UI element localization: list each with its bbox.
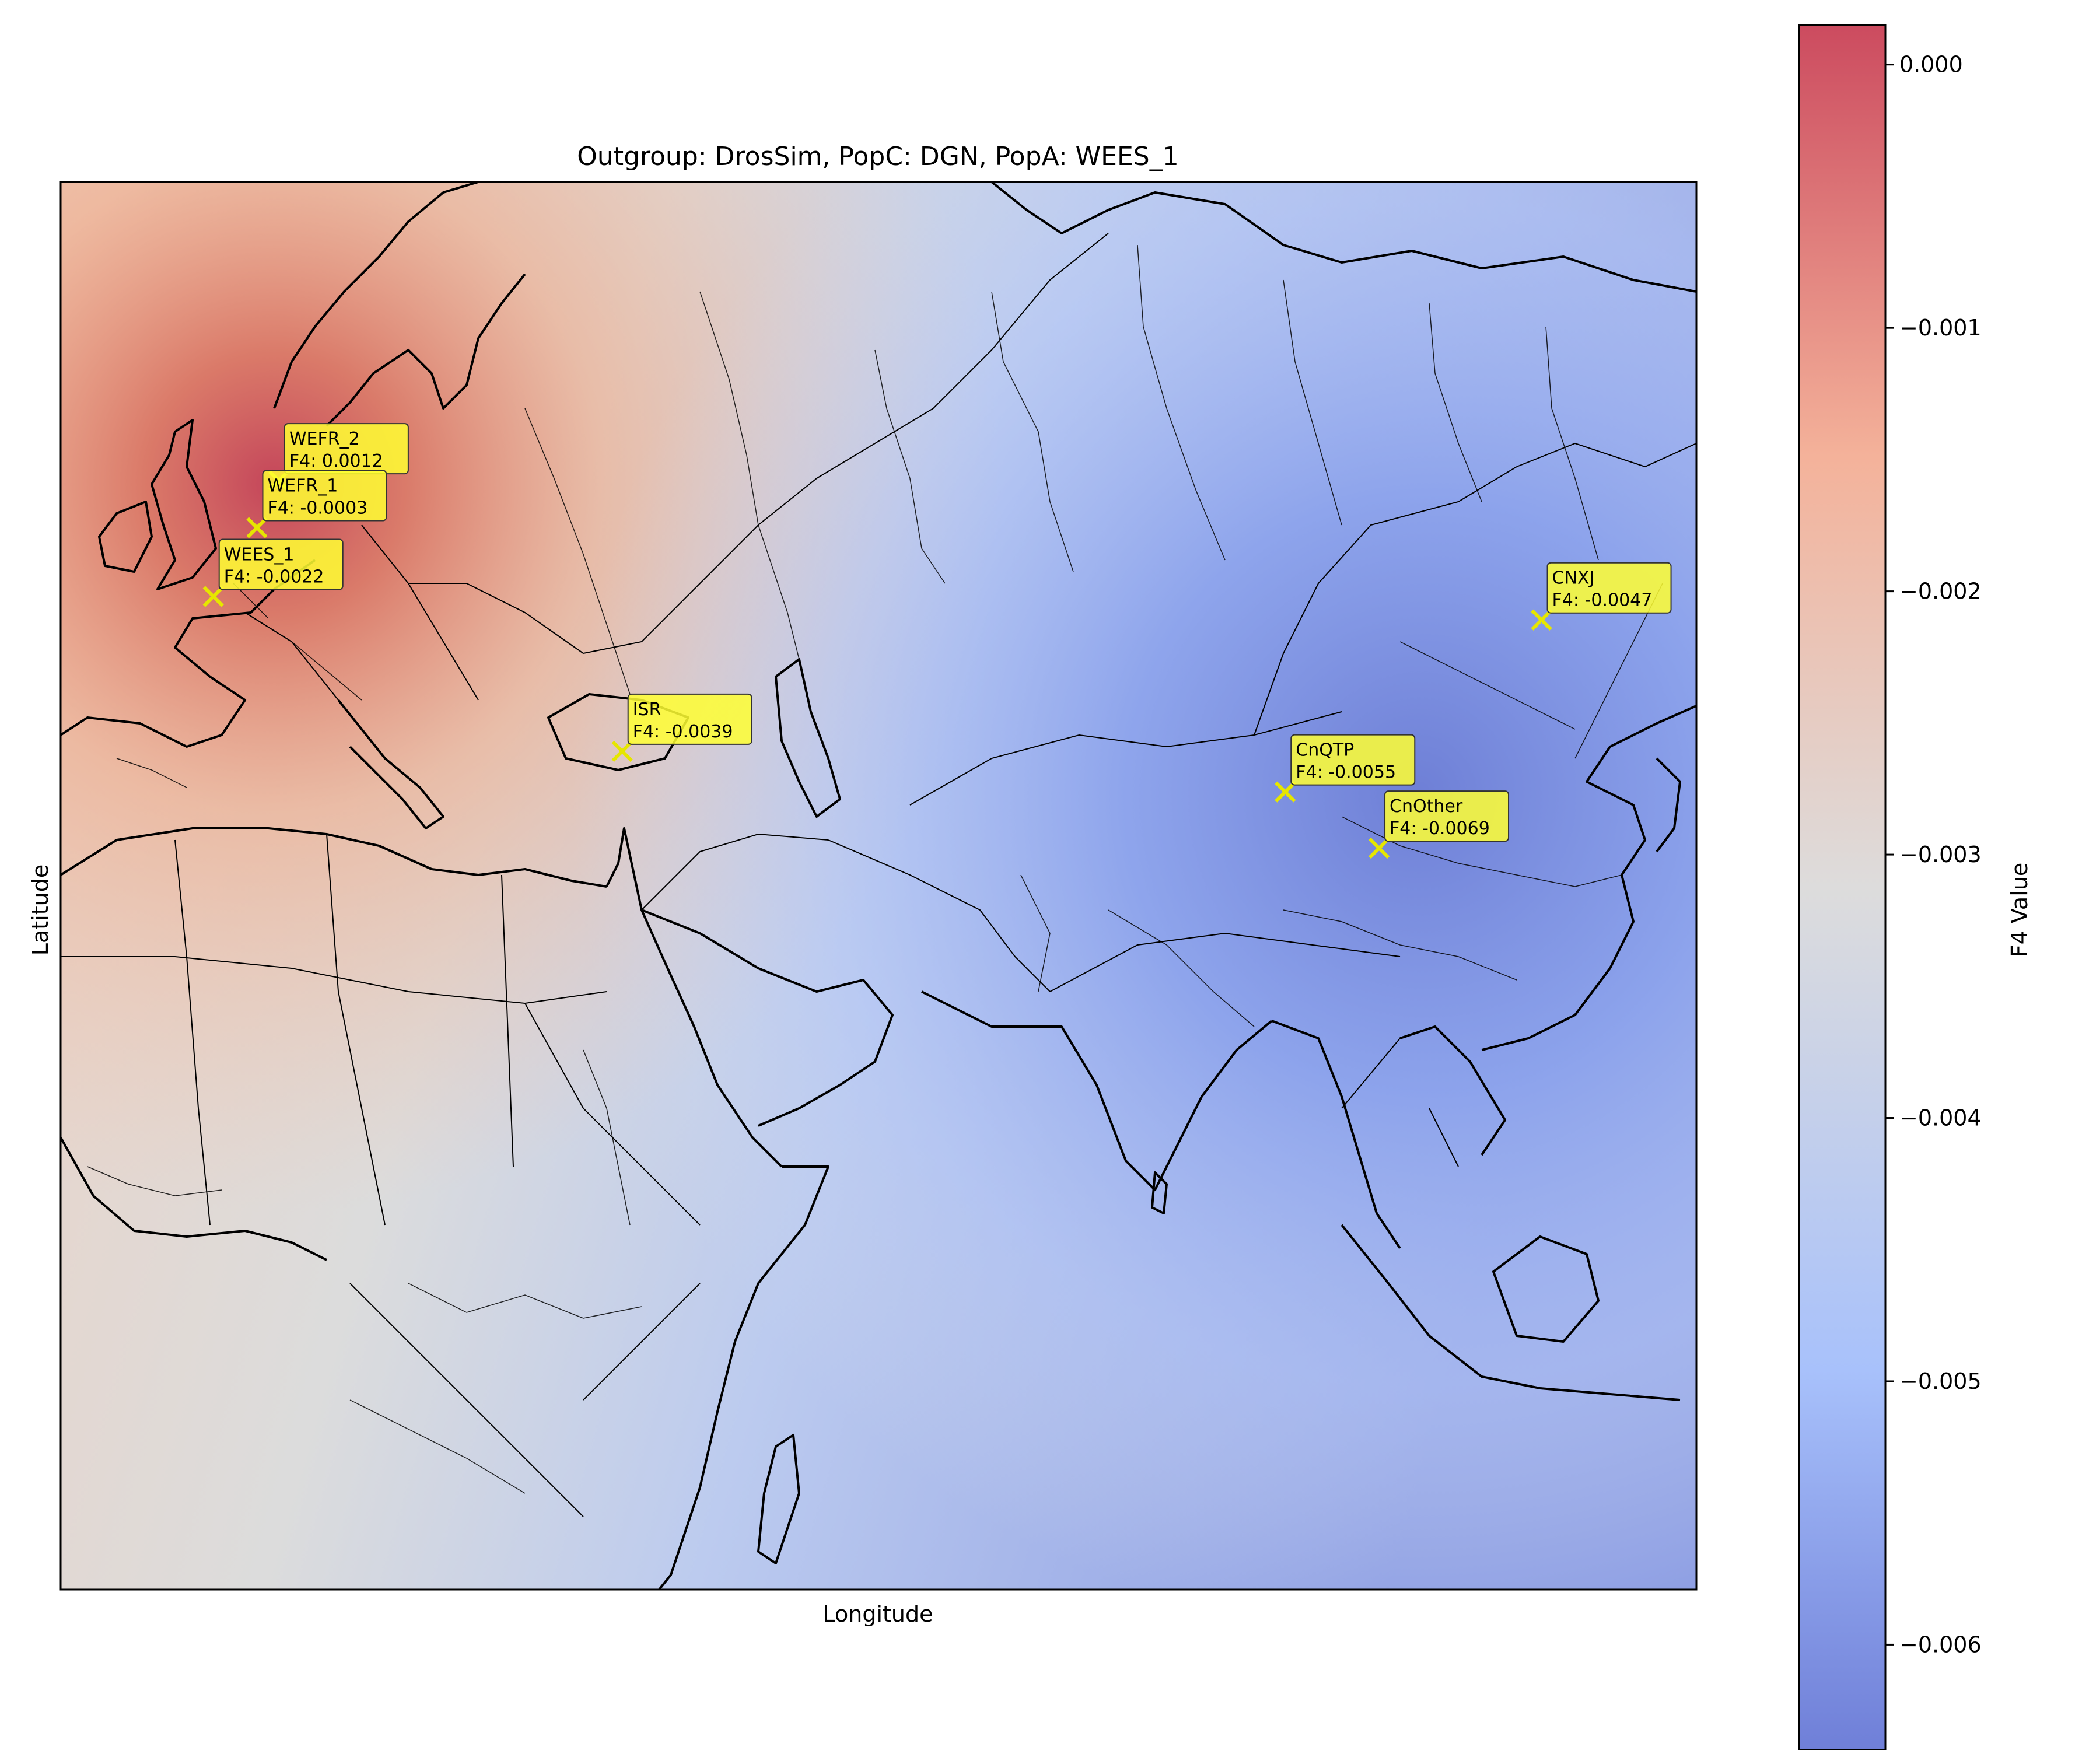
population-name: WEFR_2	[289, 429, 360, 449]
population-name: ISR	[633, 699, 662, 720]
coastline-levant-redsea	[606, 827, 783, 1168]
colorbar-tick-label: −0.001	[1899, 315, 1982, 341]
population-f4-value: F4: -0.0039	[633, 722, 733, 742]
coastline-sri-lanka	[1151, 1171, 1168, 1214]
colorbar-label: F4 Value	[2007, 863, 2032, 957]
y-axis-label: Latitude	[27, 864, 53, 956]
marker-cross	[202, 586, 224, 607]
population-marker-wees[interactable]: WEES_1F4: -0.0022	[202, 538, 344, 607]
coastline-great-britain	[150, 419, 217, 590]
coastline-india	[921, 991, 1273, 1191]
coastlines	[61, 182, 1696, 1590]
colorbar-tick-label: −0.004	[1899, 1105, 1982, 1131]
map-title: Outgroup: DrosSim, PopC: DGN, PopA: WEES…	[577, 142, 1178, 172]
population-label-box	[1384, 790, 1510, 842]
colorbar-tick-label: 0.000	[1899, 52, 1963, 78]
population-label-box	[1290, 734, 1416, 786]
coastline-ireland	[98, 501, 153, 573]
population-name: WEES_1	[224, 544, 295, 565]
population-label-box	[262, 470, 387, 522]
x-axis-label: Longitude	[823, 1601, 933, 1627]
colorbar: 0.000 −0.001 −0.002 −0.003 −0.004 −0.005 −0.00…	[1798, 24, 2032, 1750]
population-f4-value: F4: -0.0055	[1296, 762, 1396, 783]
coastline-southeast-asia	[1271, 1020, 1506, 1250]
coastline-china	[1481, 705, 1696, 1051]
coastline-madagascar	[757, 1434, 800, 1564]
colorbar-tick-label: −0.005	[1899, 1368, 1982, 1394]
colorbar-tick-label: −0.006	[1899, 1632, 1982, 1657]
map-frame	[60, 181, 1698, 1591]
population-f4-value: F4: -0.0047	[1552, 590, 1653, 611]
coastline-scandinavia	[273, 182, 526, 427]
coastline-west-africa	[61, 1137, 327, 1261]
marker-cross	[246, 517, 268, 538]
coastline-iberia-france	[61, 559, 316, 748]
population-label-box	[1546, 562, 1672, 614]
colorbar-tick-label: −0.003	[1899, 842, 1982, 867]
coastline-italy	[337, 699, 444, 830]
colorbar-gradient	[1799, 25, 1885, 1750]
coastline-caspian	[775, 658, 841, 818]
population-f4-value: F4: -0.0069	[1390, 818, 1490, 839]
marker-cross	[1368, 838, 1390, 859]
coastline-korea	[1656, 757, 1681, 853]
marker-cross	[1275, 781, 1296, 803]
colorbar-frame	[1798, 24, 1887, 1750]
population-label-box	[627, 693, 752, 745]
f4-heatmap-low	[61, 182, 1696, 1590]
coastline-sumatra-java	[1340, 1224, 1681, 1401]
colorbar-tick-label: −0.002	[1899, 579, 1982, 604]
marker-cross	[611, 740, 633, 762]
population-name: WEFR_1	[267, 476, 338, 496]
coastline-arctic	[991, 182, 1696, 293]
population-name: CnOther	[1390, 796, 1463, 817]
population-f4-value: F4: -0.0022	[224, 566, 324, 587]
marker-cross	[1531, 609, 1552, 631]
colorbar-ticks: 0.000 −0.001 −0.002 −0.003 −0.004 −0.005 −0.00…	[1885, 52, 1982, 1657]
population-name: CnQTP	[1296, 740, 1354, 761]
population-label-box	[218, 538, 344, 590]
coastline-east-africa	[658, 1166, 830, 1590]
coastline-borneo	[1492, 1236, 1600, 1343]
country-borders	[61, 233, 1696, 1517]
coastline-north-africa	[61, 827, 607, 888]
population-f4-value: F4: 0.0012	[289, 451, 383, 471]
population-marker-wefr_1[interactable]: WEFR_1F4: -0.0003	[246, 470, 387, 538]
coastline-arabia	[641, 909, 894, 1127]
population-name: CNXJ	[1552, 568, 1595, 589]
population-f4-value: F4: -0.0003	[267, 498, 368, 519]
